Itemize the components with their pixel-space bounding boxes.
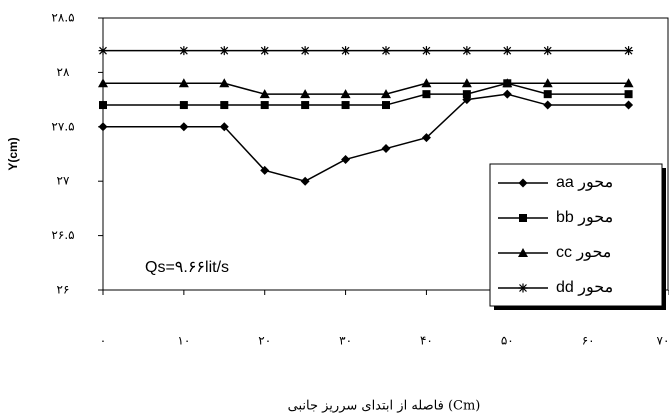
marker bbox=[382, 101, 390, 110]
x-tick-label: ۳۰ bbox=[339, 334, 352, 348]
legend-marker bbox=[518, 178, 528, 188]
x-tick-label: ۴۰ bbox=[420, 334, 433, 348]
marker bbox=[543, 46, 553, 56]
marker bbox=[98, 122, 108, 132]
marker bbox=[260, 165, 270, 175]
legend-marker bbox=[518, 283, 528, 293]
marker bbox=[421, 46, 431, 56]
x-tick-label: ۷۰ bbox=[657, 334, 669, 348]
marker bbox=[99, 101, 107, 110]
marker bbox=[220, 101, 229, 110]
marker bbox=[219, 46, 229, 56]
series-line bbox=[103, 82, 629, 95]
marker bbox=[259, 89, 270, 99]
marker bbox=[300, 89, 311, 99]
marker bbox=[178, 78, 189, 88]
legend-marker bbox=[518, 248, 528, 257]
y-tick-label: ۲۶.۵ bbox=[51, 228, 74, 242]
marker bbox=[300, 176, 310, 186]
x-tick-label: ۵۰ bbox=[501, 334, 514, 348]
marker bbox=[502, 89, 512, 99]
y-tick-label: ۲۶ bbox=[57, 283, 70, 297]
y-axis-label: Y(cm) bbox=[6, 137, 20, 170]
marker bbox=[179, 46, 189, 56]
marker bbox=[502, 46, 512, 56]
marker bbox=[219, 78, 230, 88]
marker bbox=[502, 78, 513, 88]
marker bbox=[341, 154, 351, 164]
series-line bbox=[103, 93, 629, 183]
annotation: Qs=۹.۶۶lit/s bbox=[145, 259, 229, 276]
marker bbox=[543, 90, 552, 99]
marker bbox=[381, 144, 391, 154]
marker bbox=[381, 46, 391, 56]
marker bbox=[179, 101, 188, 110]
legend-label: محور bb bbox=[556, 209, 613, 226]
marker bbox=[543, 100, 553, 110]
marker bbox=[542, 78, 553, 88]
marker bbox=[179, 122, 189, 132]
marker bbox=[341, 101, 350, 110]
marker bbox=[300, 46, 310, 56]
marker bbox=[624, 90, 633, 99]
marker bbox=[422, 90, 431, 99]
marker bbox=[98, 46, 108, 56]
legend bbox=[489, 163, 663, 307]
marker bbox=[461, 78, 472, 88]
marker bbox=[381, 89, 391, 99]
legend-label: محور aa bbox=[556, 174, 613, 191]
x-tick-label: ۶۰ bbox=[582, 334, 595, 348]
y-tick-label: ۲۷.۵ bbox=[51, 119, 74, 133]
marker bbox=[340, 89, 351, 99]
y-tick-label: ۲۷ bbox=[57, 174, 70, 188]
legend-label: محور dd bbox=[556, 279, 613, 296]
x-tick-label: ۲۰ bbox=[258, 334, 271, 348]
x-tick-label: ۱۰ bbox=[177, 334, 190, 348]
marker bbox=[98, 78, 108, 88]
legend-marker bbox=[519, 214, 527, 222]
marker bbox=[341, 46, 351, 56]
marker bbox=[421, 133, 431, 143]
marker bbox=[624, 100, 634, 110]
x-tick-label: ۰ bbox=[100, 334, 106, 348]
marker bbox=[301, 101, 310, 110]
x-axis-label: فاصله از ابتدای سرریز جانبی (Cm) bbox=[288, 399, 481, 414]
series-line bbox=[103, 82, 629, 106]
marker bbox=[624, 46, 634, 56]
marker bbox=[260, 101, 269, 110]
marker bbox=[260, 46, 270, 56]
marker bbox=[219, 122, 229, 132]
marker bbox=[462, 90, 471, 99]
legend-label: محور cc bbox=[556, 244, 611, 261]
marker bbox=[462, 46, 472, 56]
y-tick-label: ۲۸ bbox=[57, 65, 70, 79]
marker bbox=[421, 78, 432, 88]
plot-frame bbox=[102, 17, 669, 291]
y-tick-label: ۲۸.۵ bbox=[51, 11, 74, 25]
marker bbox=[623, 78, 634, 88]
